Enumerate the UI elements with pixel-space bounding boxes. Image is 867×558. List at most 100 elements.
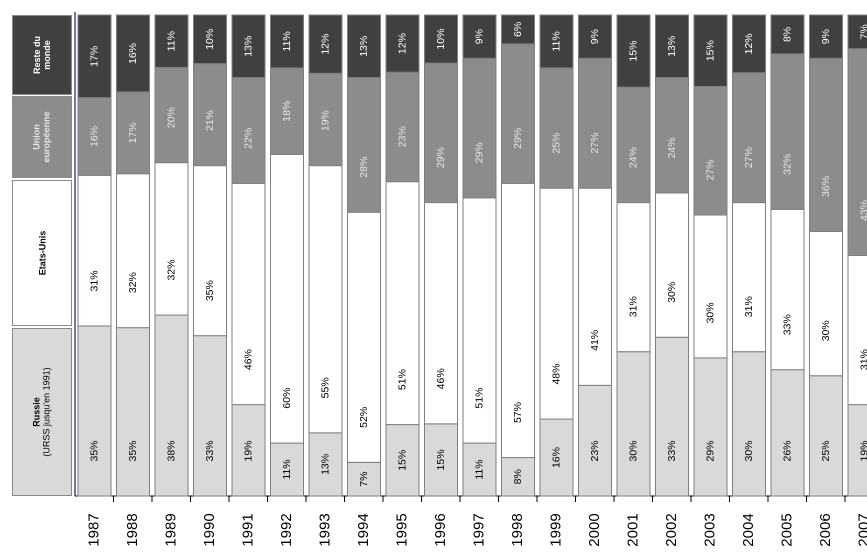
bar-segment bbox=[578, 57, 612, 189]
data-label: 60% bbox=[281, 388, 293, 409]
bar-segment bbox=[231, 77, 266, 184]
legend-label-sub: monde bbox=[41, 40, 52, 70]
bar-segment bbox=[231, 14, 266, 79]
bar-segment bbox=[809, 375, 843, 497]
data-label: 13% bbox=[358, 36, 370, 57]
bar-segment bbox=[270, 442, 304, 497]
bar-segment bbox=[539, 67, 574, 189]
bar-segment bbox=[193, 165, 227, 337]
data-label: 48% bbox=[550, 364, 562, 385]
data-label: 57% bbox=[512, 402, 524, 423]
bar-segment bbox=[655, 336, 689, 497]
bar-segment bbox=[193, 335, 227, 497]
x-tick-label: 1995 bbox=[393, 513, 410, 546]
bar-segment bbox=[154, 314, 189, 497]
x-tick-label: 2001 bbox=[624, 513, 641, 546]
x-tick-label: 1996 bbox=[432, 513, 449, 546]
legend-item-russie: Russie (URSS jusqu'en 1991) bbox=[12, 328, 72, 496]
bar-segment bbox=[539, 14, 574, 69]
data-label: 15% bbox=[704, 40, 716, 61]
bar-segment bbox=[77, 174, 112, 327]
data-label: 51% bbox=[396, 369, 408, 390]
data-label: 26% bbox=[781, 440, 793, 461]
x-tick-label: 2002 bbox=[663, 513, 680, 546]
x-tick-label: 1987 bbox=[85, 513, 102, 546]
bar-segment bbox=[462, 442, 497, 497]
bar-segment bbox=[693, 85, 728, 216]
x-tick-label: 1999 bbox=[547, 513, 564, 546]
x-tick-label: 1991 bbox=[239, 513, 256, 546]
bar-segment bbox=[462, 57, 497, 199]
bar-segment bbox=[231, 182, 266, 406]
data-label: 12% bbox=[396, 33, 408, 54]
bar-segment bbox=[116, 14, 150, 93]
bar-segment bbox=[732, 14, 766, 74]
data-label: 22% bbox=[242, 128, 254, 149]
data-label: 52% bbox=[358, 407, 370, 428]
data-label: 16% bbox=[127, 43, 139, 64]
data-label: 29% bbox=[512, 128, 524, 149]
x-tick-label: 2007 bbox=[855, 513, 867, 546]
data-label: 12% bbox=[319, 34, 331, 55]
data-label: 31% bbox=[743, 296, 755, 317]
bar-segment bbox=[347, 77, 381, 213]
bar-segment bbox=[809, 57, 843, 232]
data-label: 11% bbox=[473, 459, 485, 479]
data-label: 30% bbox=[743, 440, 755, 461]
data-label: 30% bbox=[704, 302, 716, 323]
data-label: 15% bbox=[396, 450, 408, 471]
data-label: 7% bbox=[858, 24, 867, 39]
legend-item-reste-du-monde: Reste du monde bbox=[12, 15, 72, 95]
legend-label-sub: européenne bbox=[41, 111, 52, 163]
data-label: 35% bbox=[88, 440, 100, 461]
bar-segment bbox=[347, 461, 381, 497]
data-label: 11% bbox=[550, 31, 562, 51]
bar-segment bbox=[501, 182, 535, 459]
data-label: 11% bbox=[281, 31, 293, 51]
bar-segment bbox=[847, 48, 867, 256]
bar-segment bbox=[693, 214, 728, 359]
data-label: 9% bbox=[473, 29, 485, 44]
bar-segment bbox=[770, 369, 805, 497]
data-label: 15% bbox=[627, 41, 639, 62]
x-tick-label: 2006 bbox=[817, 513, 834, 546]
bar-segment bbox=[77, 97, 112, 176]
legend-label-main: Etats-Unis bbox=[36, 230, 47, 276]
data-label: 25% bbox=[550, 133, 562, 154]
bar-segment bbox=[770, 53, 805, 210]
data-label: 25% bbox=[820, 440, 832, 461]
data-label: 29% bbox=[704, 440, 716, 461]
data-label: 12% bbox=[743, 33, 755, 54]
data-label: 11% bbox=[281, 459, 293, 479]
bar-segment bbox=[693, 357, 728, 497]
bar-segment bbox=[424, 423, 458, 497]
bar-segment bbox=[231, 404, 266, 497]
data-label: 9% bbox=[820, 29, 832, 44]
bar-segment bbox=[154, 162, 189, 316]
x-tick-label: 1998 bbox=[509, 513, 526, 546]
data-label: 31% bbox=[858, 349, 867, 370]
data-label: 41% bbox=[589, 330, 601, 351]
x-tick-label: 1997 bbox=[470, 513, 487, 546]
data-label: 23% bbox=[589, 440, 601, 461]
data-label: 43% bbox=[858, 200, 867, 221]
x-tick-label: 1992 bbox=[278, 513, 295, 546]
legend-label-main: Russie bbox=[32, 397, 42, 427]
bar-segment bbox=[385, 71, 420, 183]
bar-segment bbox=[347, 211, 381, 463]
x-tick-label: 2000 bbox=[586, 513, 603, 546]
data-label: 35% bbox=[204, 280, 216, 301]
data-label: 51% bbox=[473, 388, 485, 409]
data-label: 16% bbox=[88, 126, 100, 147]
data-label: 30% bbox=[627, 440, 639, 461]
bar-segment bbox=[116, 327, 150, 497]
data-label: 13% bbox=[319, 454, 331, 475]
data-label: 6% bbox=[512, 22, 524, 37]
bar-segment bbox=[578, 384, 612, 497]
x-tick-label: 1990 bbox=[201, 513, 218, 546]
bar-segment bbox=[462, 197, 497, 444]
data-label: 29% bbox=[435, 147, 447, 168]
bar-segment bbox=[193, 63, 227, 167]
bar-segment bbox=[655, 192, 689, 338]
